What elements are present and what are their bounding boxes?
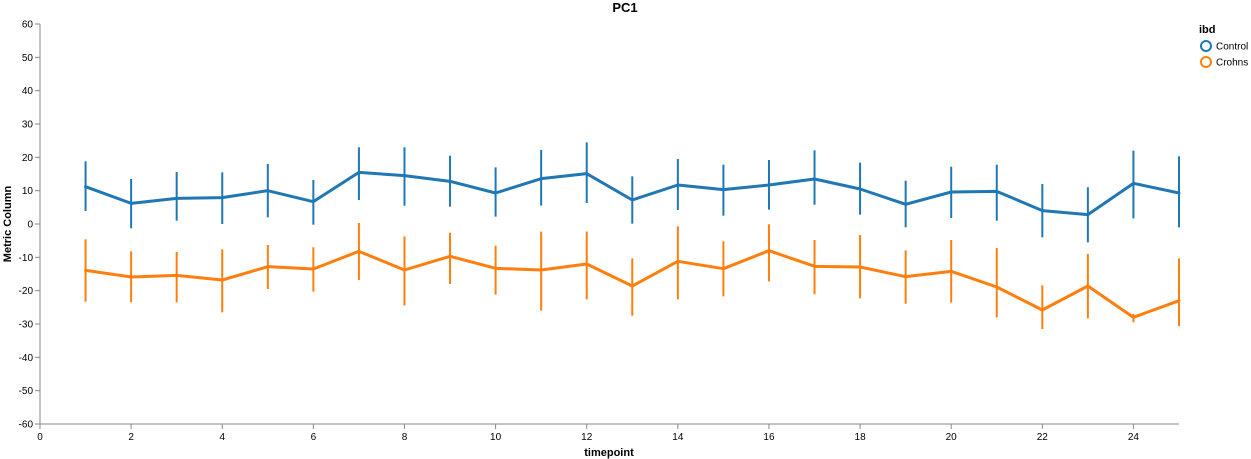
x-tick-label: 10	[490, 432, 502, 443]
x-tick-label: 18	[855, 432, 867, 443]
control-line	[84, 170, 1181, 217]
y-tick-label: 50	[22, 53, 34, 64]
x-tick-label: 22	[1037, 432, 1049, 443]
x-tick-label: 14	[672, 432, 684, 443]
y-tick-label: 0	[27, 220, 33, 231]
y-tick-label: 60	[22, 20, 34, 31]
x-tick-label: 16	[763, 432, 775, 443]
legend-label-crohns: Crohns	[1216, 58, 1248, 69]
y-tick-label: -20	[19, 286, 34, 297]
x-tick-label: 6	[311, 432, 317, 443]
x-tick-label: 24	[1128, 432, 1140, 443]
y-tick-label: 30	[22, 120, 34, 131]
y-tick-label: -50	[19, 386, 34, 397]
crohns-line	[84, 249, 1181, 319]
y-tick-label: -10	[19, 253, 34, 264]
y-tick-label: -40	[19, 353, 34, 364]
y-tick-label: -30	[19, 320, 34, 331]
x-tick-label: 20	[946, 432, 958, 443]
x-tick-label: 8	[402, 432, 408, 443]
y-tick-label: -60	[19, 420, 34, 431]
x-tick-label: 4	[219, 432, 225, 443]
x-tick-label: 2	[128, 432, 134, 443]
y-tick-label: 20	[22, 153, 34, 164]
legend-label-control: Control	[1216, 42, 1248, 53]
legend-marker-control	[1200, 40, 1212, 52]
x-axis-title: timepoint	[584, 447, 634, 459]
y-axis-title: Metric Column	[2, 186, 14, 263]
legend: ibd Control Crohns	[1199, 24, 1248, 69]
x-tick-label: 0	[37, 432, 43, 443]
x-tick-label: 12	[581, 432, 593, 443]
legend-marker-crohns	[1200, 56, 1212, 68]
y-tick-label: 10	[22, 186, 34, 197]
y-tick-label: 40	[22, 86, 34, 97]
series-control	[84, 142, 1181, 243]
chart-title: PC1	[612, 0, 637, 15]
series-crohns	[84, 223, 1181, 329]
legend-title: ibd	[1199, 24, 1216, 36]
